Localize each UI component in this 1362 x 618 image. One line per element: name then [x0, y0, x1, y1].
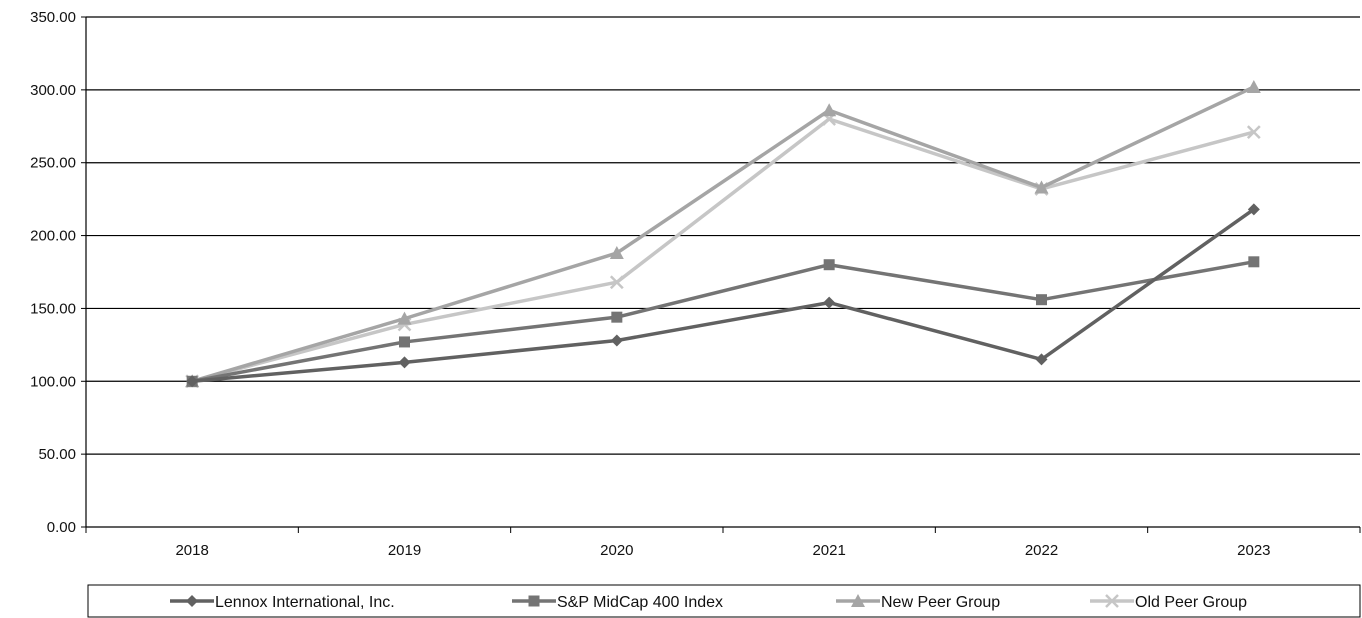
data-point	[823, 296, 836, 309]
data-point	[609, 275, 624, 290]
series-line	[191, 260, 1255, 384]
y-tick-label: 350.00	[30, 9, 76, 26]
y-tick-label: 300.00	[30, 82, 76, 99]
x-marker-stroke	[1246, 125, 1261, 139]
series-line	[191, 117, 1255, 383]
data-point	[397, 311, 412, 325]
x-tick-label: 2023	[1237, 542, 1270, 559]
y-tick-label: 150.00	[30, 300, 76, 317]
x-tick-label: 2019	[388, 542, 421, 559]
data-point	[399, 336, 410, 348]
data-point	[1246, 79, 1261, 93]
legend-marker	[851, 594, 865, 607]
data-point	[610, 334, 623, 347]
data-point	[1248, 256, 1260, 268]
data-point	[398, 356, 411, 369]
legend: Lennox International, Inc. S&P MidCap 400…	[87, 584, 1361, 618]
data-point	[611, 311, 623, 323]
legend-label: Old Peer Group	[1135, 594, 1247, 611]
data-point	[1036, 294, 1047, 306]
y-tick-label: 250.00	[30, 155, 76, 172]
data-point	[609, 246, 624, 260]
y-axis-tick-labels: 0.00 50.00 100.00 150.00 200.00 250.00 300.00 3…	[30, 9, 76, 536]
legend-marker	[186, 595, 198, 607]
series-3	[185, 112, 1261, 389]
y-tick-label: 100.00	[30, 373, 76, 390]
x-tick-label: 2021	[812, 542, 845, 559]
x-tick-label: 2020	[600, 542, 633, 559]
legend-label: Lennox International, Inc.	[215, 594, 395, 611]
legend-marker	[1105, 594, 1119, 608]
y-tick-label: 0.00	[47, 519, 76, 536]
series-0	[186, 203, 1260, 388]
data-point	[1247, 203, 1260, 216]
x-marker-stroke	[1105, 594, 1119, 608]
data-point	[1034, 180, 1049, 194]
data-point	[186, 375, 199, 388]
x-axis-tick-labels: 2018 2019 2020 2021 2022 2023	[175, 542, 1270, 559]
gridlines	[86, 16, 1360, 455]
legend-label: S&P MidCap 400 Index	[557, 594, 723, 611]
legend-label: New Peer Group	[881, 594, 1000, 611]
series-lines	[185, 79, 1261, 389]
legend-box	[87, 584, 1361, 618]
legend-marker	[528, 595, 540, 607]
series-line	[191, 85, 1255, 383]
x-marker-stroke	[609, 275, 624, 290]
series-line	[192, 207, 1255, 384]
data-point	[1246, 125, 1261, 139]
axes	[81, 16, 1361, 533]
x-tick-label: 2022	[1025, 542, 1058, 559]
y-tick-label: 50.00	[38, 446, 76, 463]
data-point	[1035, 353, 1048, 366]
data-point	[822, 103, 837, 117]
x-tick-label: 2018	[175, 542, 208, 559]
data-point	[823, 259, 835, 271]
y-tick-label: 200.00	[30, 228, 76, 245]
